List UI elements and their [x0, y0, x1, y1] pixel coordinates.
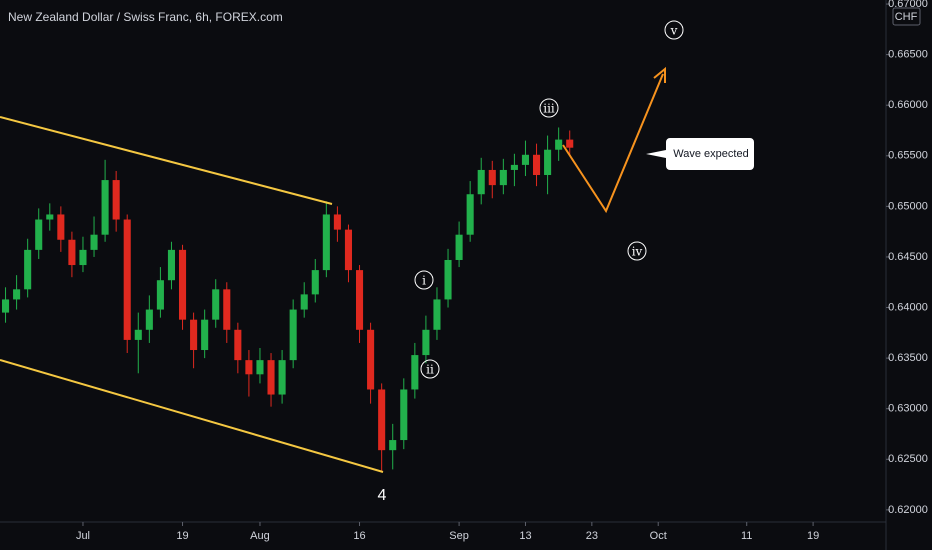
- y-tick-label: 0.63000: [888, 403, 928, 415]
- y-tick-label: 0.66500: [888, 49, 928, 61]
- candle-body: [223, 289, 231, 330]
- candle-body: [300, 294, 308, 310]
- candle-body: [24, 249, 32, 290]
- projection-path: [562, 73, 664, 214]
- candle-body: [234, 329, 242, 361]
- wave-label: iii: [543, 102, 555, 116]
- candle-body: [245, 360, 253, 375]
- candle-body: [35, 219, 43, 250]
- candle-body: [123, 219, 131, 340]
- wave-circle: [414, 270, 434, 290]
- wave-circle: [627, 241, 647, 261]
- y-tick-label: 0.65000: [888, 200, 928, 212]
- candle-body: [544, 149, 552, 176]
- candle-body: [178, 249, 187, 320]
- x-tick-label: Oct: [650, 530, 667, 542]
- callout-box: [646, 138, 754, 170]
- wave-circle: [420, 359, 440, 379]
- y-tick-label: 0.62000: [888, 504, 928, 516]
- x-tick-label: Sep: [449, 530, 469, 542]
- candle-body: [389, 440, 397, 451]
- wave-label: iv: [632, 245, 643, 259]
- y-tick-label: 0.63500: [888, 352, 928, 364]
- candle-body: [344, 229, 353, 271]
- candle-body: [201, 319, 209, 351]
- candle-body: [101, 180, 109, 235]
- candle-body: [167, 249, 176, 281]
- candle-body: [156, 280, 164, 310]
- candle-body: [278, 360, 286, 395]
- candle-body: [79, 249, 87, 266]
- candle-body: [532, 154, 541, 176]
- wave-label: i: [422, 274, 426, 288]
- projection-arrow: [653, 66, 666, 83]
- candle-body: [333, 214, 341, 230]
- y-tick-label: 0.67000: [888, 0, 928, 10]
- candle-body: [90, 234, 98, 250]
- x-tick-label: 13: [519, 530, 531, 542]
- candle-body: [68, 239, 76, 266]
- candle-body: [466, 194, 474, 235]
- price-axis: 0.62000 0.62500 0.63000 0.63500 0.64000 0.645…: [886, 0, 928, 516]
- y-tick-label: 0.64000: [888, 301, 928, 313]
- candle-body: [510, 164, 518, 170]
- x-tick-label: 23: [586, 530, 598, 542]
- wave-label: v: [670, 24, 678, 38]
- currency-label: CHF: [895, 11, 918, 23]
- lower-trendline: [0, 359, 384, 473]
- y-tick-label: 0.64500: [888, 251, 928, 263]
- candle-body: [521, 154, 530, 165]
- candle-body: [145, 309, 153, 330]
- candle-body: [488, 169, 496, 186]
- candle-body: [355, 270, 364, 330]
- callout-text: Wave expected: [673, 148, 748, 160]
- x-tick-label: 19: [176, 530, 188, 542]
- candle-body: [190, 319, 198, 351]
- candle-body: [212, 289, 220, 320]
- wave-label: 4: [378, 487, 387, 504]
- x-tick-label: Aug: [250, 530, 270, 542]
- wave-circle: [539, 98, 559, 118]
- candle-body: [477, 169, 485, 195]
- candle-body: [400, 389, 408, 441]
- candle-body: [499, 169, 507, 186]
- candle-body: [1, 299, 10, 313]
- currency-box: [892, 7, 921, 26]
- y-tick-label: 0.66000: [888, 99, 928, 111]
- candle-body: [433, 299, 441, 330]
- x-tick-label: 16: [353, 530, 365, 542]
- candle-body: [134, 329, 142, 340]
- candle-body: [267, 360, 275, 395]
- candle-body: [256, 360, 264, 375]
- upper-trendline: [0, 116, 333, 205]
- x-tick-label: Jul: [76, 530, 90, 542]
- chart-title: New Zealand Dollar / Swiss Franc, 6h, FO…: [8, 10, 283, 24]
- candle-body: [555, 139, 563, 150]
- candle-body: [112, 180, 120, 220]
- candle-body: [378, 389, 386, 451]
- candle-body: [367, 329, 375, 390]
- candle-body: [322, 214, 330, 271]
- x-tick-label: 11: [741, 530, 752, 542]
- candle-body: [13, 289, 21, 300]
- candle-body: [311, 270, 319, 295]
- y-tick-label: 0.65500: [888, 150, 928, 162]
- candle-body: [422, 329, 430, 356]
- wave-circle: [664, 20, 684, 40]
- candle-body: [289, 309, 297, 361]
- candles: [1, 127, 574, 472]
- candle-body: [411, 355, 419, 390]
- x-tick-label: 19: [807, 530, 819, 542]
- candle-body: [566, 139, 574, 148]
- y-tick-label: 0.62500: [888, 453, 928, 465]
- candle-body: [444, 259, 452, 300]
- candle-body: [57, 214, 65, 240]
- candle-body: [46, 214, 54, 220]
- candle-body: [455, 234, 463, 260]
- wave-label: ii: [426, 363, 434, 377]
